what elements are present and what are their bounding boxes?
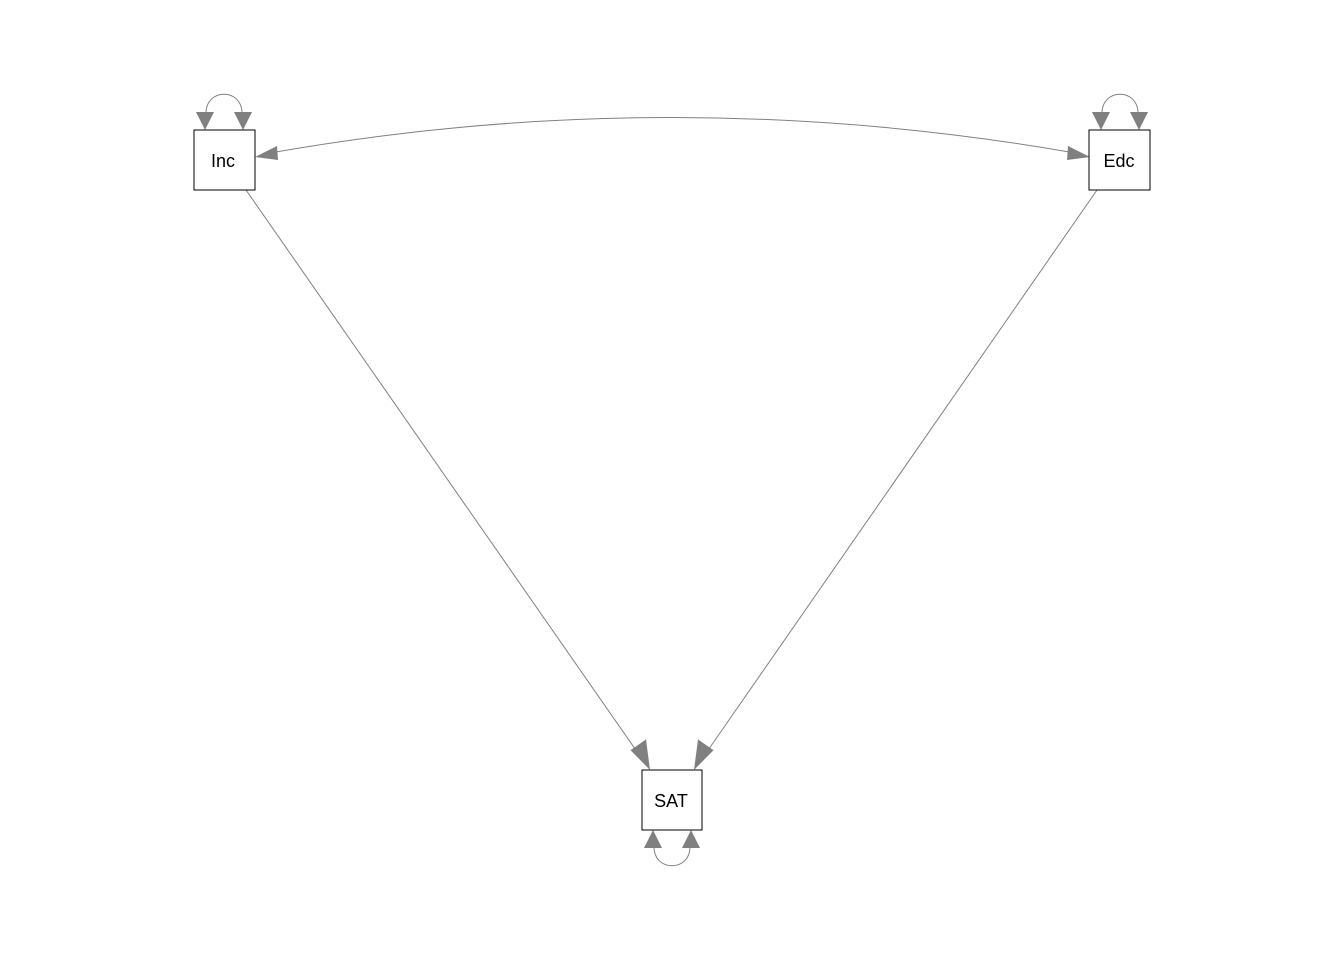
variance-loop-edc: [1092, 93, 1148, 130]
variance-loop-sat: [644, 830, 700, 867]
arrowhead: [1067, 146, 1090, 160]
node-label: SAT: [654, 791, 688, 811]
arrowhead: [234, 112, 252, 130]
arrowhead: [694, 739, 714, 770]
edge-inc-to-sat: [245, 189, 650, 770]
node-label: Inc: [211, 151, 235, 171]
node-edc: Edc: [1088, 129, 1151, 191]
arrowhead: [630, 739, 650, 770]
node-label: Edc: [1103, 151, 1134, 171]
arrowhead: [1130, 112, 1148, 130]
variance-loop-inc: [196, 93, 252, 130]
arrowhead: [255, 146, 278, 160]
arrowhead: [196, 112, 214, 130]
node-inc: Inc: [193, 129, 256, 191]
arrowhead: [682, 830, 700, 848]
node-sat: SAT: [641, 769, 703, 831]
arrowhead: [1092, 112, 1110, 130]
edge-edc-to-sat: [694, 189, 1098, 770]
covariance-inc-edc: [255, 117, 1090, 160]
arrowhead: [644, 830, 662, 848]
